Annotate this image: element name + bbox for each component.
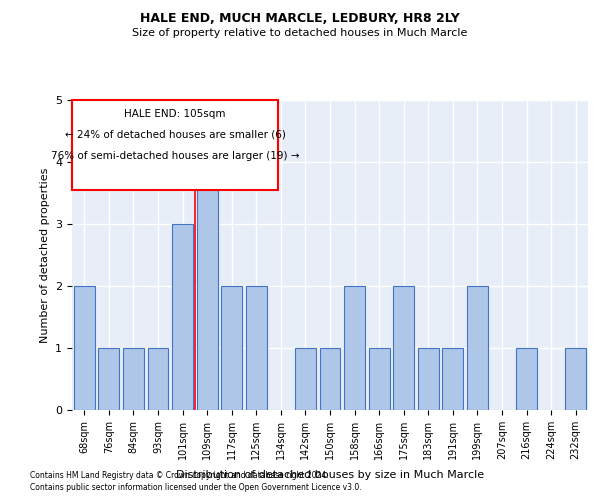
Bar (123, 348, 144, 410)
Text: HALE END: 105sqm: HALE END: 105sqm (124, 108, 226, 118)
Bar (368, 348, 389, 410)
Bar (148, 348, 169, 410)
Bar (442, 348, 463, 410)
Bar (393, 286, 414, 410)
Bar (98, 348, 119, 410)
Text: Contains HM Land Registry data © Crown copyright and database right 2024.: Contains HM Land Registry data © Crown c… (30, 471, 329, 480)
Bar (467, 286, 488, 410)
Text: Contains public sector information licensed under the Open Government Licence v3: Contains public sector information licen… (30, 484, 362, 492)
Bar (344, 286, 365, 410)
X-axis label: Distribution of detached houses by size in Much Marcle: Distribution of detached houses by size … (176, 470, 484, 480)
Bar (418, 348, 439, 410)
Bar (221, 286, 242, 410)
Text: ← 24% of detached houses are smaller (6): ← 24% of detached houses are smaller (6) (65, 130, 286, 140)
Text: 76% of semi-detached houses are larger (19) →: 76% of semi-detached houses are larger (… (51, 151, 299, 161)
Bar (74, 286, 95, 410)
Bar (172, 224, 193, 410)
Bar (565, 348, 586, 410)
Text: Size of property relative to detached houses in Much Marcle: Size of property relative to detached ho… (133, 28, 467, 38)
FancyBboxPatch shape (72, 100, 278, 190)
Y-axis label: Number of detached properties: Number of detached properties (40, 168, 50, 342)
Bar (246, 286, 267, 410)
Bar (516, 348, 537, 410)
Bar (320, 348, 340, 410)
Bar (197, 162, 218, 410)
Bar (295, 348, 316, 410)
Text: HALE END, MUCH MARCLE, LEDBURY, HR8 2LY: HALE END, MUCH MARCLE, LEDBURY, HR8 2LY (140, 12, 460, 26)
